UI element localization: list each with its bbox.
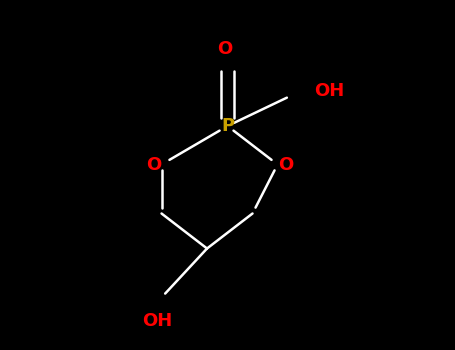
Text: O: O xyxy=(278,155,293,174)
Text: OH: OH xyxy=(142,312,172,329)
Text: P: P xyxy=(221,117,234,135)
Text: OH: OH xyxy=(314,82,344,100)
Text: O: O xyxy=(146,155,161,174)
Text: O: O xyxy=(217,40,233,58)
